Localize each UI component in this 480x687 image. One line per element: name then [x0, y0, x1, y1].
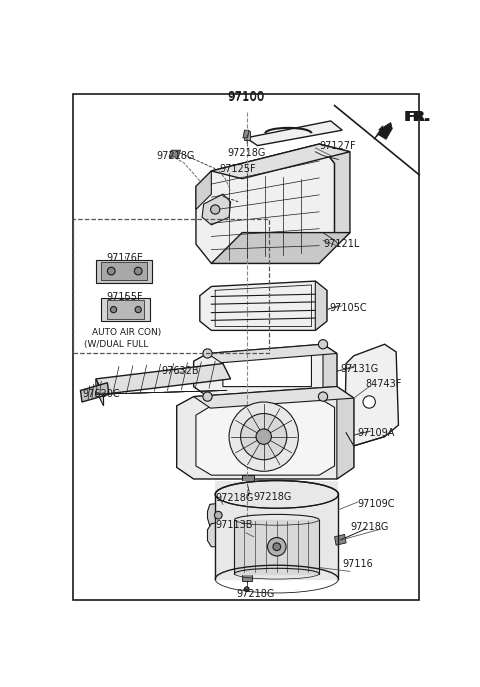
- Polygon shape: [242, 574, 252, 581]
- Polygon shape: [215, 495, 338, 579]
- Polygon shape: [196, 171, 211, 210]
- Bar: [73, 218, 269, 354]
- Polygon shape: [211, 144, 350, 179]
- Circle shape: [318, 392, 328, 401]
- Polygon shape: [96, 379, 104, 406]
- Text: 97116: 97116: [342, 559, 373, 569]
- Polygon shape: [337, 387, 354, 479]
- Text: 97109C: 97109C: [358, 499, 395, 509]
- Polygon shape: [207, 520, 242, 547]
- Text: 97620C: 97620C: [83, 390, 120, 399]
- Text: 97105C: 97105C: [329, 303, 367, 313]
- Polygon shape: [345, 344, 398, 446]
- Circle shape: [203, 392, 212, 401]
- Text: 97109A: 97109A: [358, 428, 395, 438]
- Circle shape: [273, 543, 281, 550]
- Text: 97113B: 97113B: [215, 520, 252, 530]
- Circle shape: [240, 414, 287, 460]
- Polygon shape: [193, 387, 354, 408]
- Polygon shape: [101, 298, 150, 321]
- Circle shape: [110, 306, 117, 313]
- Circle shape: [363, 396, 375, 408]
- Circle shape: [256, 429, 271, 444]
- Text: 97218G: 97218G: [350, 523, 388, 532]
- Polygon shape: [177, 387, 354, 479]
- Polygon shape: [200, 281, 327, 330]
- Text: 97131G: 97131G: [340, 364, 378, 374]
- Polygon shape: [211, 233, 350, 263]
- Text: 97176E: 97176E: [107, 253, 144, 263]
- Polygon shape: [96, 363, 230, 394]
- Polygon shape: [234, 520, 319, 574]
- Text: 97121L: 97121L: [323, 239, 360, 249]
- Polygon shape: [196, 398, 335, 475]
- Text: 97155F: 97155F: [107, 291, 144, 302]
- Polygon shape: [196, 144, 335, 263]
- Text: 97218G: 97218G: [236, 589, 275, 600]
- Polygon shape: [244, 131, 250, 140]
- Circle shape: [108, 267, 115, 275]
- Circle shape: [267, 537, 286, 556]
- Circle shape: [211, 205, 220, 214]
- Circle shape: [134, 267, 142, 275]
- Polygon shape: [169, 150, 180, 157]
- Text: 97127F: 97127F: [319, 141, 356, 150]
- Polygon shape: [101, 262, 147, 280]
- Polygon shape: [374, 122, 392, 139]
- Polygon shape: [96, 260, 152, 282]
- Polygon shape: [315, 281, 327, 330]
- Circle shape: [203, 349, 212, 358]
- Circle shape: [244, 587, 249, 592]
- Text: 97100: 97100: [228, 91, 264, 104]
- Text: 97218G: 97218G: [254, 492, 292, 502]
- Polygon shape: [215, 480, 338, 508]
- Circle shape: [229, 402, 299, 471]
- Polygon shape: [202, 194, 230, 225]
- Circle shape: [318, 339, 328, 349]
- Polygon shape: [243, 130, 249, 138]
- Polygon shape: [207, 502, 229, 526]
- Polygon shape: [242, 475, 254, 486]
- Polygon shape: [223, 354, 312, 387]
- Polygon shape: [246, 121, 342, 146]
- Polygon shape: [323, 344, 337, 396]
- Text: FR.: FR.: [406, 110, 432, 124]
- Polygon shape: [108, 300, 144, 319]
- Text: FR.: FR.: [404, 110, 430, 124]
- Text: 97632B: 97632B: [162, 366, 199, 376]
- Polygon shape: [319, 144, 350, 244]
- Polygon shape: [193, 344, 337, 396]
- Circle shape: [215, 511, 222, 519]
- Text: (W/DUAL FULL: (W/DUAL FULL: [84, 340, 149, 349]
- Text: 97218G: 97218G: [156, 150, 194, 161]
- Text: 84743F: 84743F: [365, 379, 402, 390]
- Text: AUTO AIR CON): AUTO AIR CON): [92, 328, 161, 337]
- Text: 97100: 97100: [228, 90, 264, 103]
- Text: 97218G: 97218G: [215, 493, 253, 504]
- Text: 97125F: 97125F: [219, 164, 256, 174]
- Polygon shape: [207, 344, 337, 363]
- Polygon shape: [335, 534, 346, 545]
- Text: 97218G: 97218G: [228, 148, 266, 158]
- Polygon shape: [81, 383, 109, 402]
- Circle shape: [135, 306, 141, 313]
